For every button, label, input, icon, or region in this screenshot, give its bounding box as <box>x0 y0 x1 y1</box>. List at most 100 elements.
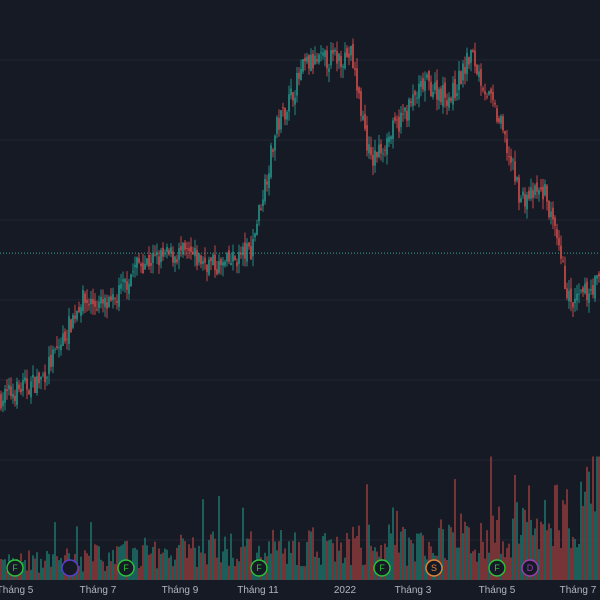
candle-body <box>104 297 106 307</box>
volume-bar <box>310 531 312 580</box>
volume-bar <box>540 521 542 580</box>
candle-body <box>184 242 186 250</box>
volume-bar <box>302 566 304 580</box>
volume-bar <box>574 538 576 580</box>
candle-body <box>62 333 64 346</box>
candle-body <box>430 81 432 97</box>
candle-body <box>24 377 26 381</box>
candle-body <box>112 294 114 301</box>
candle-body <box>342 66 344 68</box>
candle-body <box>82 289 84 312</box>
volume-bar <box>396 510 398 580</box>
candle-body <box>56 346 58 348</box>
candle-body <box>48 356 50 374</box>
candle-body <box>588 293 590 303</box>
volume-bar <box>82 571 84 580</box>
volume-bar <box>410 540 412 580</box>
dividend-marker-icon[interactable] <box>61 559 79 577</box>
candle-body <box>590 289 592 291</box>
volume-bar <box>422 535 424 580</box>
volume-bar <box>316 551 318 580</box>
earnings-flag-icon[interactable]: F <box>117 559 135 577</box>
candle-body <box>144 264 146 270</box>
volume-bar <box>4 559 6 580</box>
candle-body <box>390 136 392 140</box>
candle-body <box>156 252 158 256</box>
volume-bar <box>158 548 160 580</box>
candle-body <box>256 223 258 236</box>
volume-bar <box>456 547 458 580</box>
candle-body <box>548 201 550 218</box>
volume-bar <box>452 532 454 580</box>
candle-body <box>200 255 202 265</box>
volume-bar <box>318 557 320 580</box>
volume-bar <box>464 521 466 580</box>
volume-bar <box>502 541 504 580</box>
volume-bar <box>144 537 146 580</box>
volume-bar <box>326 540 328 580</box>
candle-body <box>76 310 78 320</box>
volume-bar <box>52 554 54 580</box>
volume-bar <box>30 569 32 580</box>
volume-bar <box>54 522 56 580</box>
candle-body <box>174 256 176 263</box>
volume-bar <box>286 563 288 580</box>
candle-body <box>240 252 242 255</box>
candle-body <box>450 98 452 101</box>
volume-bar <box>304 566 306 580</box>
volume-bar <box>440 519 442 580</box>
candle-body <box>502 116 504 131</box>
event-marker-letter: F <box>494 563 500 573</box>
candle-body <box>98 301 100 309</box>
candle-body <box>46 377 48 379</box>
candle-body <box>54 349 56 351</box>
volume-bar <box>150 553 152 580</box>
volume-bar <box>358 525 360 580</box>
volume-bar <box>556 484 558 580</box>
candle-body <box>138 258 140 263</box>
candle-body <box>132 271 134 273</box>
earnings-flag-icon[interactable]: F <box>250 559 268 577</box>
candle-body <box>596 275 598 279</box>
grid <box>0 59 600 541</box>
candle-body <box>40 376 42 380</box>
volume-bar <box>76 526 78 580</box>
volume-bar <box>230 533 232 580</box>
earnings-flag-icon[interactable]: F <box>488 559 506 577</box>
candle-body <box>372 154 374 166</box>
volume-bar <box>570 548 572 580</box>
volume-bar <box>344 557 346 580</box>
candle-body <box>128 283 130 295</box>
volume-bar <box>446 559 448 580</box>
candle-body <box>276 117 278 134</box>
dividend-marker-icon[interactable]: D <box>521 559 539 577</box>
volume-bar <box>474 549 476 580</box>
candle-body <box>262 199 264 206</box>
candle-body <box>460 71 462 85</box>
candle-body <box>158 256 160 266</box>
candle-body <box>592 285 594 295</box>
earnings-flag-icon[interactable]: F <box>6 559 24 577</box>
candle-body <box>380 143 382 154</box>
candle-body <box>326 50 328 69</box>
candle-body <box>422 78 424 90</box>
volume-bar <box>442 529 444 580</box>
candle-body <box>148 255 150 267</box>
candle-body <box>436 80 438 100</box>
candle-body <box>578 293 580 295</box>
volume-bar <box>558 530 560 580</box>
earnings-flag-icon[interactable]: F <box>373 559 391 577</box>
candle-body <box>282 107 284 109</box>
x-axis-tick-label: Tháng 11 <box>237 585 279 596</box>
candle-body <box>280 110 282 130</box>
split-marker-icon[interactable]: S <box>425 559 443 577</box>
volume-bar <box>34 558 36 580</box>
volume-bar <box>296 565 298 580</box>
volume-bar <box>100 559 102 580</box>
candle-body <box>226 253 228 262</box>
volume-bar <box>148 554 150 580</box>
volume-bar <box>414 561 416 580</box>
volume-bar <box>308 530 310 580</box>
